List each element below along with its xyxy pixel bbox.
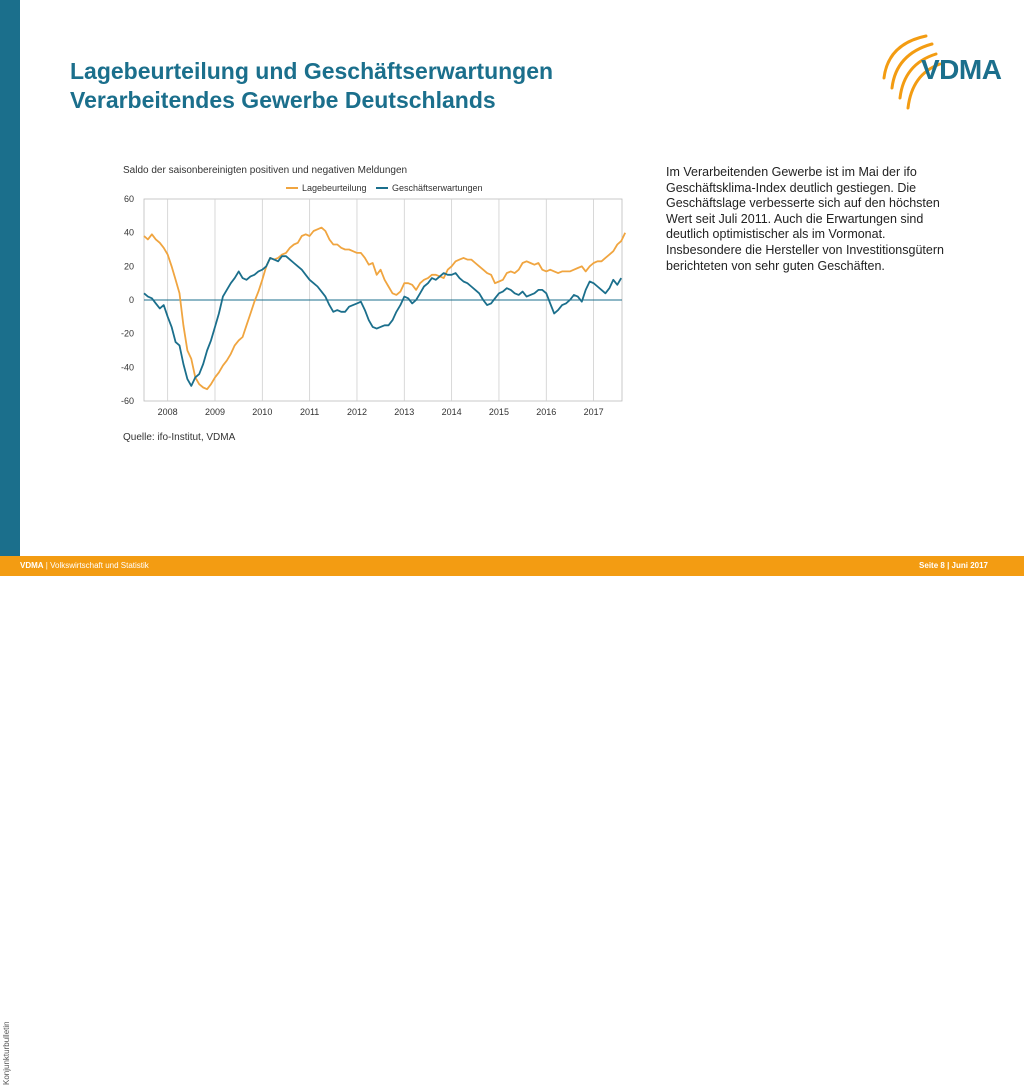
chart-series xyxy=(143,226,627,391)
x-tick-label: 2015 xyxy=(489,407,509,417)
y-tick-label: -40 xyxy=(121,362,134,372)
y-tick-label: 60 xyxy=(124,194,134,204)
x-tick-label: 2013 xyxy=(394,407,414,417)
footer-page: Seite 8 | Juni 2017 xyxy=(919,561,988,570)
footer-org: VDMA xyxy=(20,561,44,570)
y-tick-label: -20 xyxy=(121,329,134,339)
y-tick-label: 20 xyxy=(124,261,134,271)
x-tick-label: 2016 xyxy=(536,407,556,417)
x-tick-label: 2010 xyxy=(252,407,272,417)
x-tick-label: 2009 xyxy=(205,407,225,417)
page-title: Lagebeurteilung und Geschäftserwartungen… xyxy=(70,57,553,115)
legend-label-1: Lagebeurteilung xyxy=(302,183,367,193)
sidebar-label: Konjunkturbulletin xyxy=(2,1021,11,1085)
logo-text: VDMA xyxy=(921,54,1002,85)
chart-legend: Lagebeurteilung Geschäftserwartungen xyxy=(286,183,483,193)
y-tick-label: -60 xyxy=(121,396,134,406)
y-tick-labels: 60 40 20 0 -20 -40 -60 xyxy=(121,194,134,406)
x-tick-label: 2014 xyxy=(442,407,462,417)
title-line-2: Verarbeitendes Gewerbe Deutschlands xyxy=(70,87,496,113)
chart-source: Quelle: ifo-Institut, VDMA xyxy=(123,432,236,443)
x-tick-labels: 2008 2009 2010 2011 2012 2013 2014 2015 2016 2017 xyxy=(158,407,604,417)
line-chart: Saldo der saisonbereinigten positiven un… xyxy=(121,165,627,443)
footer-bar: VDMA | Volkswirtschaft und Statistik Sei… xyxy=(0,556,1024,576)
vdma-logo xyxy=(882,34,942,110)
x-tick-label: 2017 xyxy=(584,407,604,417)
series-line-2 xyxy=(143,255,622,387)
sidebar-bar xyxy=(0,0,20,556)
x-tick-label: 2012 xyxy=(347,407,367,417)
logo-arcs-icon xyxy=(882,34,942,110)
title-line-1: Lagebeurteilung und Geschäftserwartungen xyxy=(70,58,554,84)
y-tick-label: 40 xyxy=(124,228,134,238)
y-tick-label: 0 xyxy=(129,295,134,305)
description-text: Im Verarbeitenden Gewerbe ist im Mai der… xyxy=(666,165,944,273)
series-line-1 xyxy=(143,226,627,391)
footer-section: | Volkswirtschaft und Statistik xyxy=(45,561,149,570)
footer-left: VDMA | Volkswirtschaft und Statistik xyxy=(20,561,149,570)
x-tick-label: 2008 xyxy=(158,407,178,417)
chart-title: Saldo der saisonbereinigten positiven un… xyxy=(123,165,407,176)
x-tick-label: 2011 xyxy=(300,407,319,417)
legend-label-2: Geschäftserwartungen xyxy=(392,183,483,193)
